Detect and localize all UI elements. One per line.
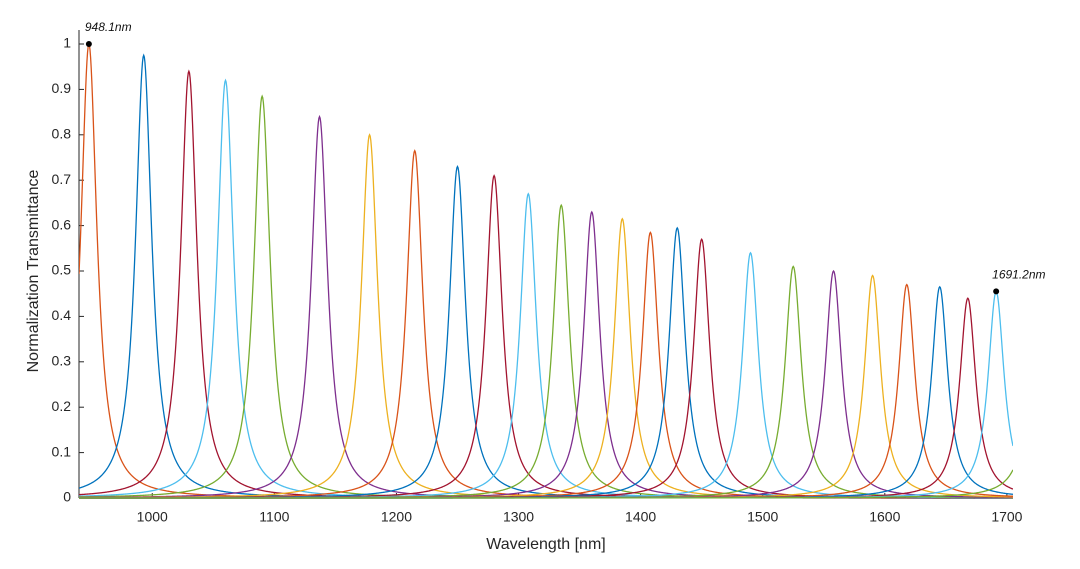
spectrum-line [79, 192, 1013, 499]
annotation-marker [993, 288, 1000, 295]
spectrum-line [79, 269, 1013, 499]
spectrum-line [79, 290, 1013, 499]
spectrum-line [79, 297, 1013, 499]
x-tick-label: 1100 [259, 509, 289, 525]
x-axis-label: Wavelength [nm] [486, 536, 605, 553]
y-tick-label: 0.8 [52, 126, 72, 142]
x-tick-label: 1700 [991, 509, 1022, 525]
spectrum-line [79, 69, 1013, 499]
y-tick-label: 1 [63, 35, 71, 51]
x-tick-label: 1200 [381, 509, 412, 525]
annotation-label: 1691.2nm [992, 268, 1045, 282]
x-tick-label: 1400 [625, 509, 656, 525]
y-tick-label: 0.6 [52, 216, 72, 232]
plot-lines [79, 42, 1013, 499]
y-tick-label: 0.4 [52, 307, 72, 323]
x-tick-label: 1500 [747, 509, 778, 525]
spectrum-line [79, 174, 1013, 499]
spectrum-line [79, 274, 1013, 499]
y-tick-label: 0.9 [52, 80, 72, 96]
y-tick-label: 0.3 [52, 353, 72, 369]
spectrum-line [79, 469, 1013, 499]
x-tick-label: 1000 [137, 509, 168, 525]
spectrum-line [79, 203, 1013, 499]
spectrum-line [79, 265, 1013, 499]
spectrum-line [79, 114, 1013, 499]
y-tick-label: 0.2 [52, 398, 72, 414]
spectrum-line [79, 283, 1013, 499]
y-tick-label: 0.5 [52, 262, 72, 278]
y-axis-label: Normalization Transmittance [25, 170, 42, 373]
annotation-label: 948.1nm [85, 20, 132, 34]
y-tick-label: 0.1 [52, 443, 72, 459]
spectrum-line [79, 251, 1013, 499]
y-tick-label: 0 [63, 489, 71, 505]
spectrum-line [79, 285, 1013, 499]
x-tick-label: 1600 [869, 509, 900, 525]
annotation-marker [85, 41, 92, 47]
spectrum-line [79, 78, 1013, 499]
y-tick-label: 0.7 [52, 171, 72, 187]
spectrum-line [79, 94, 1013, 499]
x-tick-label: 1300 [503, 509, 534, 525]
spectrum-line [79, 210, 1013, 499]
